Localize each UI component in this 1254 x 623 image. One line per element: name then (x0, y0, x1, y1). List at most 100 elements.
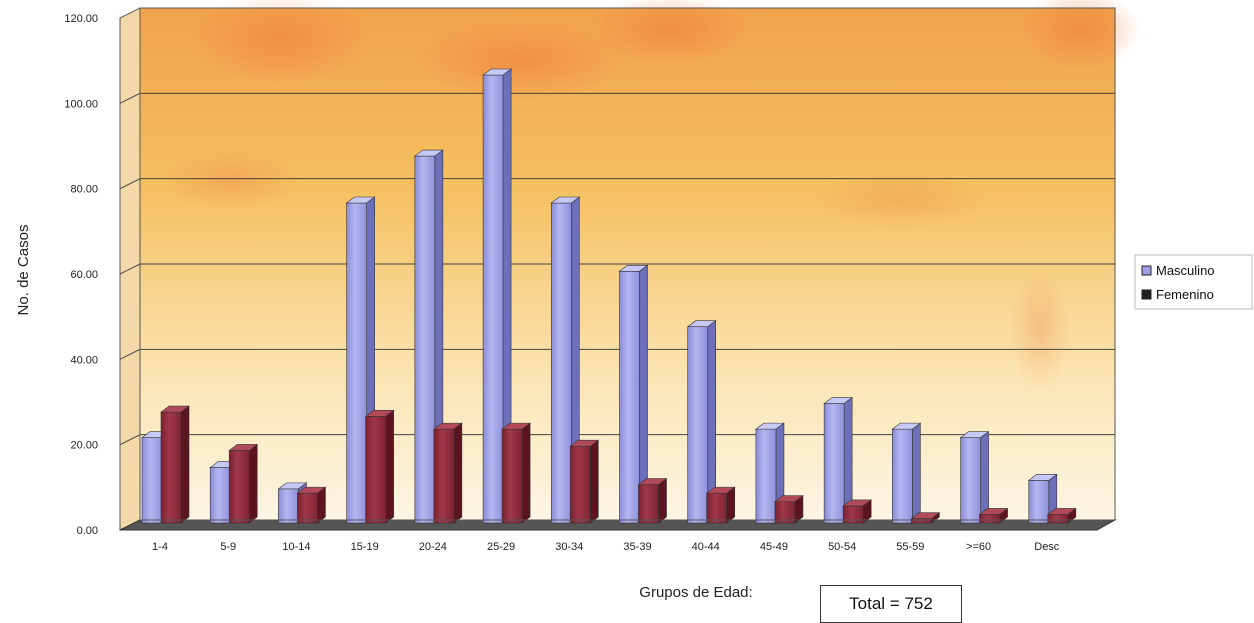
bar-masculino-12 (960, 437, 981, 524)
bar-femenino-3 (365, 416, 386, 524)
bar-femenino-7-top (637, 478, 668, 485)
x-tick-label: 15-19 (351, 541, 379, 553)
bar-femenino-0-top (160, 405, 190, 413)
bar-masculino-7-top (618, 264, 649, 272)
legend-swatch-femenino (1141, 289, 1152, 300)
bar-femenino-7-side (658, 478, 667, 524)
legend-box (1134, 254, 1253, 310)
bars (141, 68, 1077, 524)
bar-femenino-4-top (432, 422, 463, 430)
bar-femenino-4-side (453, 422, 463, 524)
x-tick-labels: 1-4 5-9 10-14 15-19 20-24 25-29 30-34 35-39 40-4… (152, 541, 1060, 553)
bar-masculino-1 (209, 467, 231, 524)
bar-femenino-7 (638, 484, 659, 524)
x-tick-label: Desc (1034, 541, 1060, 553)
x-tick-label: 5-9 (220, 541, 236, 553)
gridline-side (119, 178, 141, 190)
bar-femenino-0-side (180, 405, 190, 524)
bar-femenino-6-top (569, 439, 600, 447)
bar-masculino-3 (346, 202, 367, 524)
bar-femenino-11-top (910, 512, 941, 520)
bar-femenino-1 (228, 450, 250, 524)
legend: Masculino Femenino (1134, 254, 1253, 310)
x-tick-label: 20-24 (419, 541, 447, 553)
gridline-side (119, 263, 141, 275)
bar-femenino-11 (911, 518, 932, 524)
bar-femenino-12 (979, 514, 1000, 524)
bar-femenino-0 (160, 411, 182, 524)
gridline-side (119, 434, 141, 446)
x-tick-label: 40-44 (692, 541, 720, 553)
bar-femenino-1-top (228, 444, 259, 451)
bar-femenino-5-top (501, 422, 531, 430)
bar-femenino-13-top (1046, 508, 1077, 515)
x-tick-label: 35-39 (623, 541, 651, 553)
bar-femenino-6 (569, 445, 591, 524)
bar-femenino-5-side (521, 422, 531, 524)
bar-masculino-4 (414, 155, 436, 524)
bar-femenino-8 (706, 492, 728, 524)
y-tick-label: 80.00 (70, 184, 98, 196)
y-tick-label: 20.00 (70, 440, 98, 452)
x-tick-label: 1-4 (152, 541, 168, 553)
bar-femenino-8-top (705, 486, 736, 494)
y-tick-label: 100.00 (64, 98, 98, 110)
bar-femenino-4 (433, 428, 455, 524)
x-tick-label: 45-49 (760, 541, 788, 553)
y-tick-label: 120.00 (64, 13, 98, 25)
x-tick-label: 50-54 (828, 541, 856, 553)
bar-femenino-3-top (364, 410, 395, 417)
bar-femenino-9-top (774, 495, 804, 502)
bar-femenino-6-side (589, 439, 599, 524)
bar-masculino-7 (619, 270, 640, 524)
y-axis-title: No. de Casos (15, 225, 32, 316)
bar-masculino-8-top (686, 320, 717, 328)
bar-femenino-3-side (385, 409, 394, 524)
bar-femenino-2 (297, 492, 318, 524)
bar-masculino-12-top (959, 431, 990, 438)
bar-masculino-10-top (823, 397, 854, 404)
bar-femenino-10-top (842, 499, 873, 507)
x-axis-title: Grupos de Edad: (639, 584, 752, 601)
bar-masculino-3-top (345, 196, 376, 204)
bar-femenino-12-top (978, 508, 1009, 515)
y-tick-label: 40.00 (70, 354, 98, 366)
total-annotation: Total = 752 (820, 585, 962, 623)
y-tick-label: 60.00 (70, 269, 98, 281)
x-tick-label: >=60 (966, 541, 991, 553)
gridline-side (119, 348, 141, 360)
x-tick-label: 55-59 (896, 541, 924, 553)
bar-masculino-5-top (482, 68, 512, 76)
legend-label-masculino: Masculino (1156, 263, 1215, 278)
x-tick-label: 10-14 (282, 541, 310, 553)
bar-masculino-4-top (413, 149, 444, 157)
y-tick-labels: 0.00 20.00 40.00 60.00 80.00 100.00 120.00 (64, 13, 98, 537)
bar-masculino-8 (687, 326, 709, 524)
bar-masculino-11-top (891, 422, 922, 430)
bar-masculino-5 (482, 74, 504, 524)
bar-masculino-9-top (755, 422, 785, 430)
bar-masculino-6 (550, 202, 572, 524)
plot-border (139, 7, 1116, 521)
bar-femenino-1-side (248, 443, 258, 524)
x-tick-label: 25-29 (487, 541, 515, 553)
y-tick-label: 0.00 (77, 525, 98, 537)
bar-femenino-13 (1047, 514, 1069, 524)
bar-masculino-9 (755, 428, 777, 524)
bar-masculino-13 (1028, 480, 1050, 524)
legend-swatch-masculino (1141, 265, 1152, 276)
bar-masculino-6-top (550, 196, 581, 204)
bar-masculino-0 (141, 437, 163, 524)
bar-masculino-10 (823, 403, 845, 524)
gridline-side (119, 92, 141, 104)
bar-femenino-5 (501, 428, 523, 524)
x-tick-label: 30-34 (555, 541, 583, 553)
bar-femenino-2-top (296, 486, 327, 494)
bar-masculino-11 (892, 428, 913, 524)
legend-label-femenino: Femenino (1156, 287, 1214, 302)
bar-masculino-2 (278, 488, 299, 524)
bar-masculino-2-top (277, 482, 308, 490)
bar-masculino-11-side (912, 422, 921, 524)
bar-masculino-13-top (1027, 474, 1058, 481)
